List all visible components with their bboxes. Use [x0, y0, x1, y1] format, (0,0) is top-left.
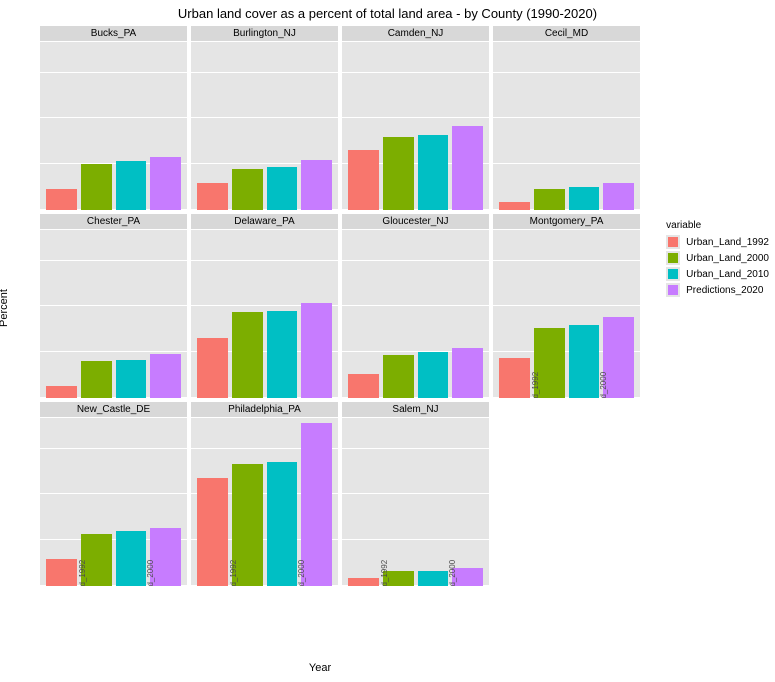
panel-strip: Cecil_MD — [493, 26, 640, 42]
bar — [418, 135, 449, 210]
panel-chart: 0.00.30.60.9Urban_Land_1992Urban_Land_20… — [40, 418, 187, 586]
panel-strip: Chester_PA — [40, 214, 187, 230]
panel-chart: Urban_Land_1992Urban_Land_2000Urban_Land… — [493, 230, 640, 398]
bar — [197, 338, 228, 398]
x-axis-label: Year — [309, 662, 331, 674]
bar — [267, 311, 298, 398]
plot-area: Bucks_PA0.00.30.60.9Burlington_NJCamden_… — [40, 26, 640, 586]
bar — [452, 126, 483, 210]
x-tick-label: Urban_Land_2000 — [297, 558, 338, 586]
legend-item: Predictions_2020 — [666, 283, 769, 297]
legend-swatch — [668, 237, 678, 247]
facet-grid: Bucks_PA0.00.30.60.9Burlington_NJCamden_… — [40, 26, 640, 586]
bar — [232, 312, 263, 398]
bar — [348, 150, 379, 210]
bar — [81, 164, 112, 210]
legend-swatch — [668, 285, 678, 295]
bar — [197, 183, 228, 210]
legend-item: Urban_Land_1992 — [666, 235, 769, 249]
legend-label: Urban_Land_1992 — [686, 237, 769, 248]
panel-strip: Philadelphia_PA — [191, 402, 338, 418]
x-tick-label: Urban_Land_2000 — [146, 558, 187, 586]
bar — [499, 358, 530, 398]
panel-chart: 0.00.30.60.9 — [40, 230, 187, 398]
panel-chart — [191, 230, 338, 398]
x-tick-label: Urban_Land_1992 — [380, 558, 458, 586]
panel-strip: Burlington_NJ — [191, 26, 338, 42]
bar — [301, 160, 332, 210]
x-tick-label: Urban_Land_2000 — [448, 558, 489, 586]
bar — [116, 161, 147, 210]
panel-strip: Gloucester_NJ — [342, 214, 489, 230]
bar — [150, 157, 181, 210]
x-tick-label: Urban_Land_1992 — [78, 558, 156, 586]
panel-chart — [191, 42, 338, 210]
x-tick-label: Urban_Land_1992 — [229, 558, 307, 586]
bar — [232, 169, 263, 210]
x-tick-label: Urban_Land_1992 — [531, 370, 609, 398]
bar — [267, 167, 298, 210]
bar — [150, 354, 181, 398]
panel-chart — [342, 230, 489, 398]
panel-chart — [493, 42, 640, 210]
panel-strip: Camden_NJ — [342, 26, 489, 42]
legend: variable Urban_Land_1992 Urban_Land_2000 U… — [666, 220, 769, 299]
bar — [116, 360, 147, 398]
legend-title: variable — [666, 220, 769, 231]
bar — [348, 374, 379, 398]
panel-strip: Salem_NJ — [342, 402, 489, 418]
chart-title: Urban land cover as a percent of total l… — [0, 0, 775, 23]
legend-label: Urban_Land_2010 — [686, 269, 769, 280]
panel-strip: Bucks_PA — [40, 26, 187, 42]
panel-strip: Montgomery_PA — [493, 214, 640, 230]
legend-label: Urban_Land_2000 — [686, 253, 769, 264]
x-tick-label: Urban_Land_2000 — [599, 370, 640, 398]
bar — [81, 361, 112, 398]
legend-item: Urban_Land_2010 — [666, 267, 769, 281]
panel-strip: New_Castle_DE — [40, 402, 187, 418]
bar — [46, 386, 77, 398]
bar — [418, 352, 449, 398]
bar — [383, 137, 414, 210]
bar — [197, 478, 228, 586]
bar — [46, 559, 77, 586]
legend-item: Urban_Land_2000 — [666, 251, 769, 265]
legend-swatch — [668, 269, 678, 279]
bar — [301, 303, 332, 398]
bar — [499, 202, 530, 210]
bar — [569, 187, 600, 210]
y-axis-label: Percent — [0, 289, 10, 327]
bar — [534, 189, 565, 210]
panel-chart: Urban_Land_1992Urban_Land_2000Urban_Land… — [342, 418, 489, 586]
bar — [348, 578, 379, 586]
panel-chart: Urban_Land_1992Urban_Land_2000Urban_Land… — [191, 418, 338, 586]
legend-label: Predictions_2020 — [686, 285, 763, 296]
panel-strip: Delaware_PA — [191, 214, 338, 230]
panel-chart: 0.00.30.60.9 — [40, 42, 187, 210]
bar — [46, 189, 77, 210]
bar — [383, 355, 414, 398]
panel-chart — [342, 42, 489, 210]
legend-swatch — [668, 253, 678, 263]
bar — [603, 183, 634, 210]
bar — [452, 348, 483, 398]
